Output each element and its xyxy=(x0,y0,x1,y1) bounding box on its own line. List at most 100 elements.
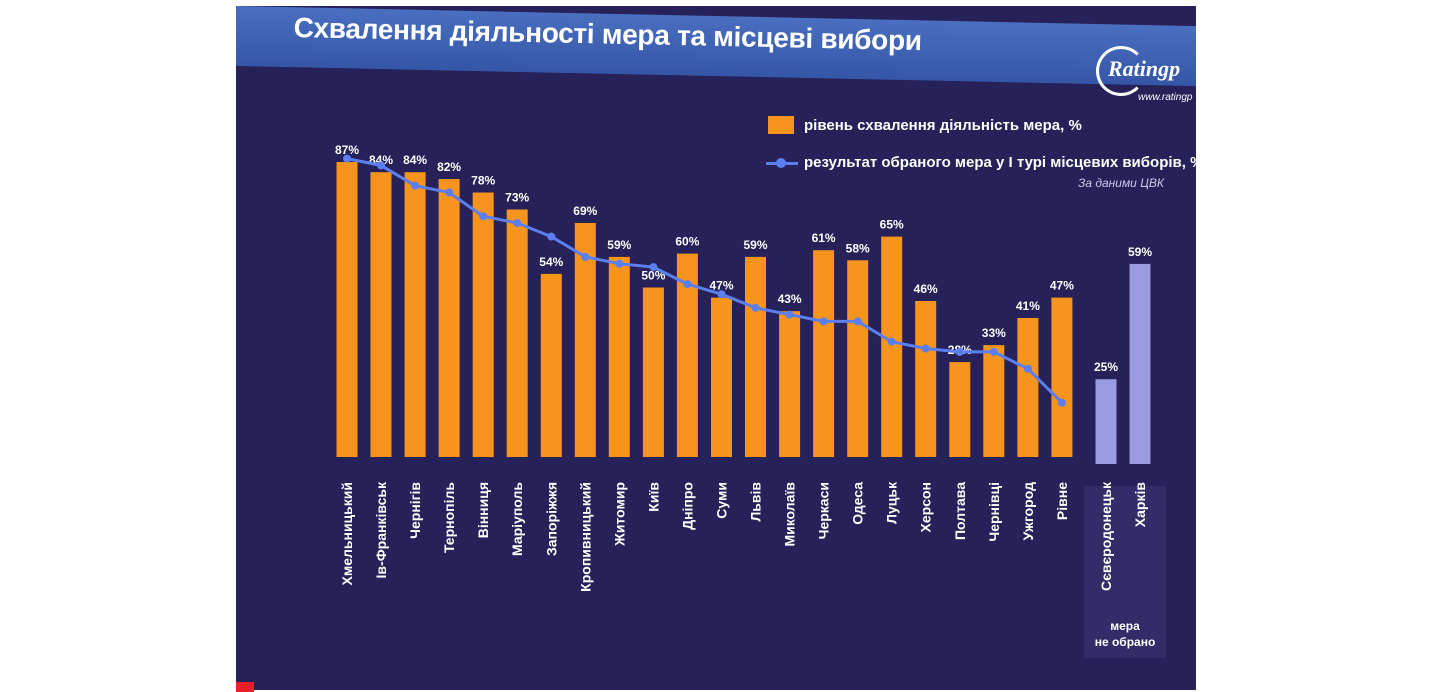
category-label: Чернігів xyxy=(407,482,423,539)
rating-logo: Ratingp www.ratingp xyxy=(1096,46,1196,106)
bar-value-label: 43% xyxy=(778,292,802,306)
bar-20 xyxy=(983,345,1005,457)
election-result-point-5 xyxy=(479,212,488,221)
bar-value-label: 46% xyxy=(914,282,938,296)
bar-4 xyxy=(438,179,460,457)
category-label: Рівне xyxy=(1054,482,1070,520)
election-result-point-19 xyxy=(955,347,964,356)
bar-value-label: 73% xyxy=(505,191,529,205)
category-label: Дніпро xyxy=(679,482,695,530)
bar-17 xyxy=(881,236,903,457)
category-label: Запоріжжя xyxy=(543,482,559,556)
election-result-point-9 xyxy=(615,259,624,268)
bar-value-label: 41% xyxy=(1016,299,1040,313)
bar-value-label: 54% xyxy=(539,255,563,269)
no-mayor-group-box xyxy=(1084,486,1166,658)
legend-line-swatch xyxy=(766,156,798,170)
bar-2 xyxy=(370,172,392,457)
category-label: Київ xyxy=(645,482,661,512)
bar-11 xyxy=(676,253,698,457)
no-mayor-note-line2: не обрано xyxy=(1094,635,1156,649)
category-label: Житомир xyxy=(611,482,627,547)
election-result-point-8 xyxy=(581,252,590,261)
bar-12 xyxy=(711,297,732,457)
category-label: Сєвєродонецьк xyxy=(1098,481,1114,591)
bar-value-label: 47% xyxy=(709,279,733,293)
election-result-point-16 xyxy=(853,317,862,326)
bar-value-label: 82% xyxy=(437,160,461,174)
category-label: Хмельницький xyxy=(339,482,355,585)
bar-19 xyxy=(949,362,971,457)
bar-value-label: 47% xyxy=(1050,279,1074,293)
bar-18 xyxy=(915,301,937,457)
bar-15 xyxy=(813,250,835,457)
bar-value-label: 60% xyxy=(675,235,699,249)
bar-value-label: 59% xyxy=(743,238,767,252)
chart-slide: Схвалення діяльності мера та місцеві виб… xyxy=(236,6,1196,690)
election-result-point-17 xyxy=(887,337,896,346)
bar-8 xyxy=(574,223,596,457)
category-label: Херсон xyxy=(918,482,934,532)
legend-line-label: результат обраного мера у І турі місцеви… xyxy=(804,154,1196,171)
bar-value-label: 59% xyxy=(607,238,631,252)
category-label: Черкаси xyxy=(816,482,832,539)
election-result-line xyxy=(346,157,1063,404)
category-label: Маріуполь xyxy=(509,482,525,556)
election-result-point-13 xyxy=(751,303,760,312)
category-label: Луцьк xyxy=(884,481,900,524)
bar-3 xyxy=(404,172,426,457)
category-label: Ужгород xyxy=(1020,482,1036,541)
legend-item-election-result: результат обраного мера у І турі місцеви… xyxy=(766,154,1196,171)
corner-marker xyxy=(236,682,254,692)
election-result-point-15 xyxy=(819,317,828,326)
election-result-point-1 xyxy=(343,154,351,163)
election-result-point-18 xyxy=(921,344,930,353)
bar-24 xyxy=(1129,263,1151,464)
category-label: Миколаїв xyxy=(782,482,798,547)
category-label: Вінниця xyxy=(475,482,491,538)
bar-6 xyxy=(506,209,528,457)
bar-value-label: 69% xyxy=(573,204,597,218)
logo-url: www.ratingp xyxy=(1138,92,1193,103)
bar-value-label: 58% xyxy=(846,241,870,255)
legend-bar-label: рівень схвалення діяльність мера, % xyxy=(804,116,1082,134)
election-result-point-10 xyxy=(649,263,658,272)
category-label: Одеса xyxy=(850,482,866,525)
bar-1 xyxy=(336,162,358,457)
election-result-point-6 xyxy=(513,219,522,227)
bar-value-label: 25% xyxy=(1094,360,1118,374)
bar-5 xyxy=(472,192,494,457)
category-label: Харків xyxy=(1132,482,1148,528)
category-label: Тернопіль xyxy=(441,482,457,553)
bar-value-label: 87% xyxy=(335,143,359,157)
category-label: Львів xyxy=(748,482,764,522)
bar-7 xyxy=(540,273,562,457)
bar-value-label: 84% xyxy=(403,153,427,167)
election-result-point-2 xyxy=(377,161,385,170)
bar-9 xyxy=(608,256,630,457)
election-result-point-7 xyxy=(547,232,556,241)
bar-value-label: 50% xyxy=(641,269,665,283)
election-result-point-22 xyxy=(1057,398,1066,407)
election-result-point-12 xyxy=(717,290,726,299)
election-result-point-11 xyxy=(683,280,692,289)
logo-ring-icon xyxy=(1096,46,1146,96)
category-label: Ів-Франківськ xyxy=(373,481,389,578)
category-label: Кропивницький xyxy=(577,482,593,592)
bar-13 xyxy=(745,256,766,457)
no-mayor-note-line1: мера xyxy=(1110,619,1140,633)
bar-value-label: 78% xyxy=(471,174,495,188)
bar-14 xyxy=(779,311,801,457)
no-mayor-note: мера не обрано xyxy=(1084,618,1166,650)
bar-21 xyxy=(1017,318,1039,457)
bar-value-label: 33% xyxy=(982,326,1006,340)
bar-value-label: 59% xyxy=(1128,245,1152,259)
chart-plot: 87%Хмельницький84%Ів-Франківськ84%Черніг… xyxy=(335,143,1152,592)
election-result-point-14 xyxy=(785,310,794,319)
election-result-point-20 xyxy=(989,347,998,356)
election-result-point-3 xyxy=(411,181,420,190)
bar-23 xyxy=(1095,379,1117,464)
bar-value-label: 65% xyxy=(880,218,904,232)
category-label: Суми xyxy=(714,482,730,519)
source-note: За даними ЦВК xyxy=(1078,176,1164,190)
